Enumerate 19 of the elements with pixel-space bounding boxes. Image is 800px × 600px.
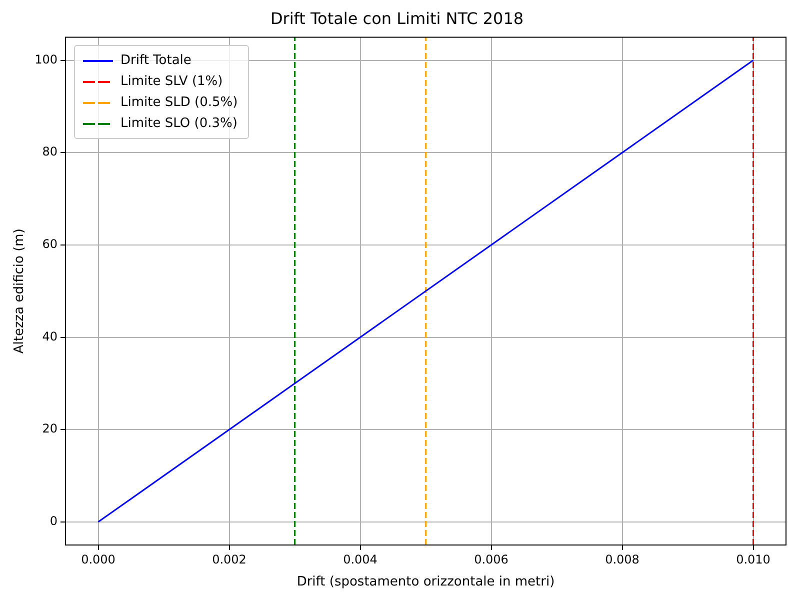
legend-label: Limite SLO (0.3%) [120, 116, 238, 132]
y-axis-title: Altezza edificio (m) [12, 228, 28, 354]
x-axis-title: Drift (spostamento orizzontale in metri) [296, 574, 555, 590]
x-tick-label: 0.006 [474, 552, 508, 566]
y-tick-label: 80 [42, 144, 58, 159]
x-tick-label: 0.004 [343, 552, 378, 566]
chart-title: Drift Totale con Limiti NTC 2018 [270, 8, 524, 28]
x-tick-label: 0.008 [605, 552, 640, 566]
x-tick-label: 0.010 [736, 552, 770, 566]
x-tick-label: 0.000 [81, 552, 116, 566]
legend-label: Limite SLV (1%) [120, 74, 223, 90]
y-tick-label: 60 [42, 237, 58, 252]
legend-label: Drift Totale [120, 53, 192, 68]
x-tick-label: 0.002 [212, 552, 246, 566]
y-tick-label: 100 [34, 52, 58, 66]
y-tick-label: 0 [50, 514, 58, 528]
y-tick-label: 20 [42, 422, 58, 436]
y-tick-label: 40 [42, 329, 58, 344]
legend-label: Limite SLD (0.5%) [120, 95, 238, 110]
